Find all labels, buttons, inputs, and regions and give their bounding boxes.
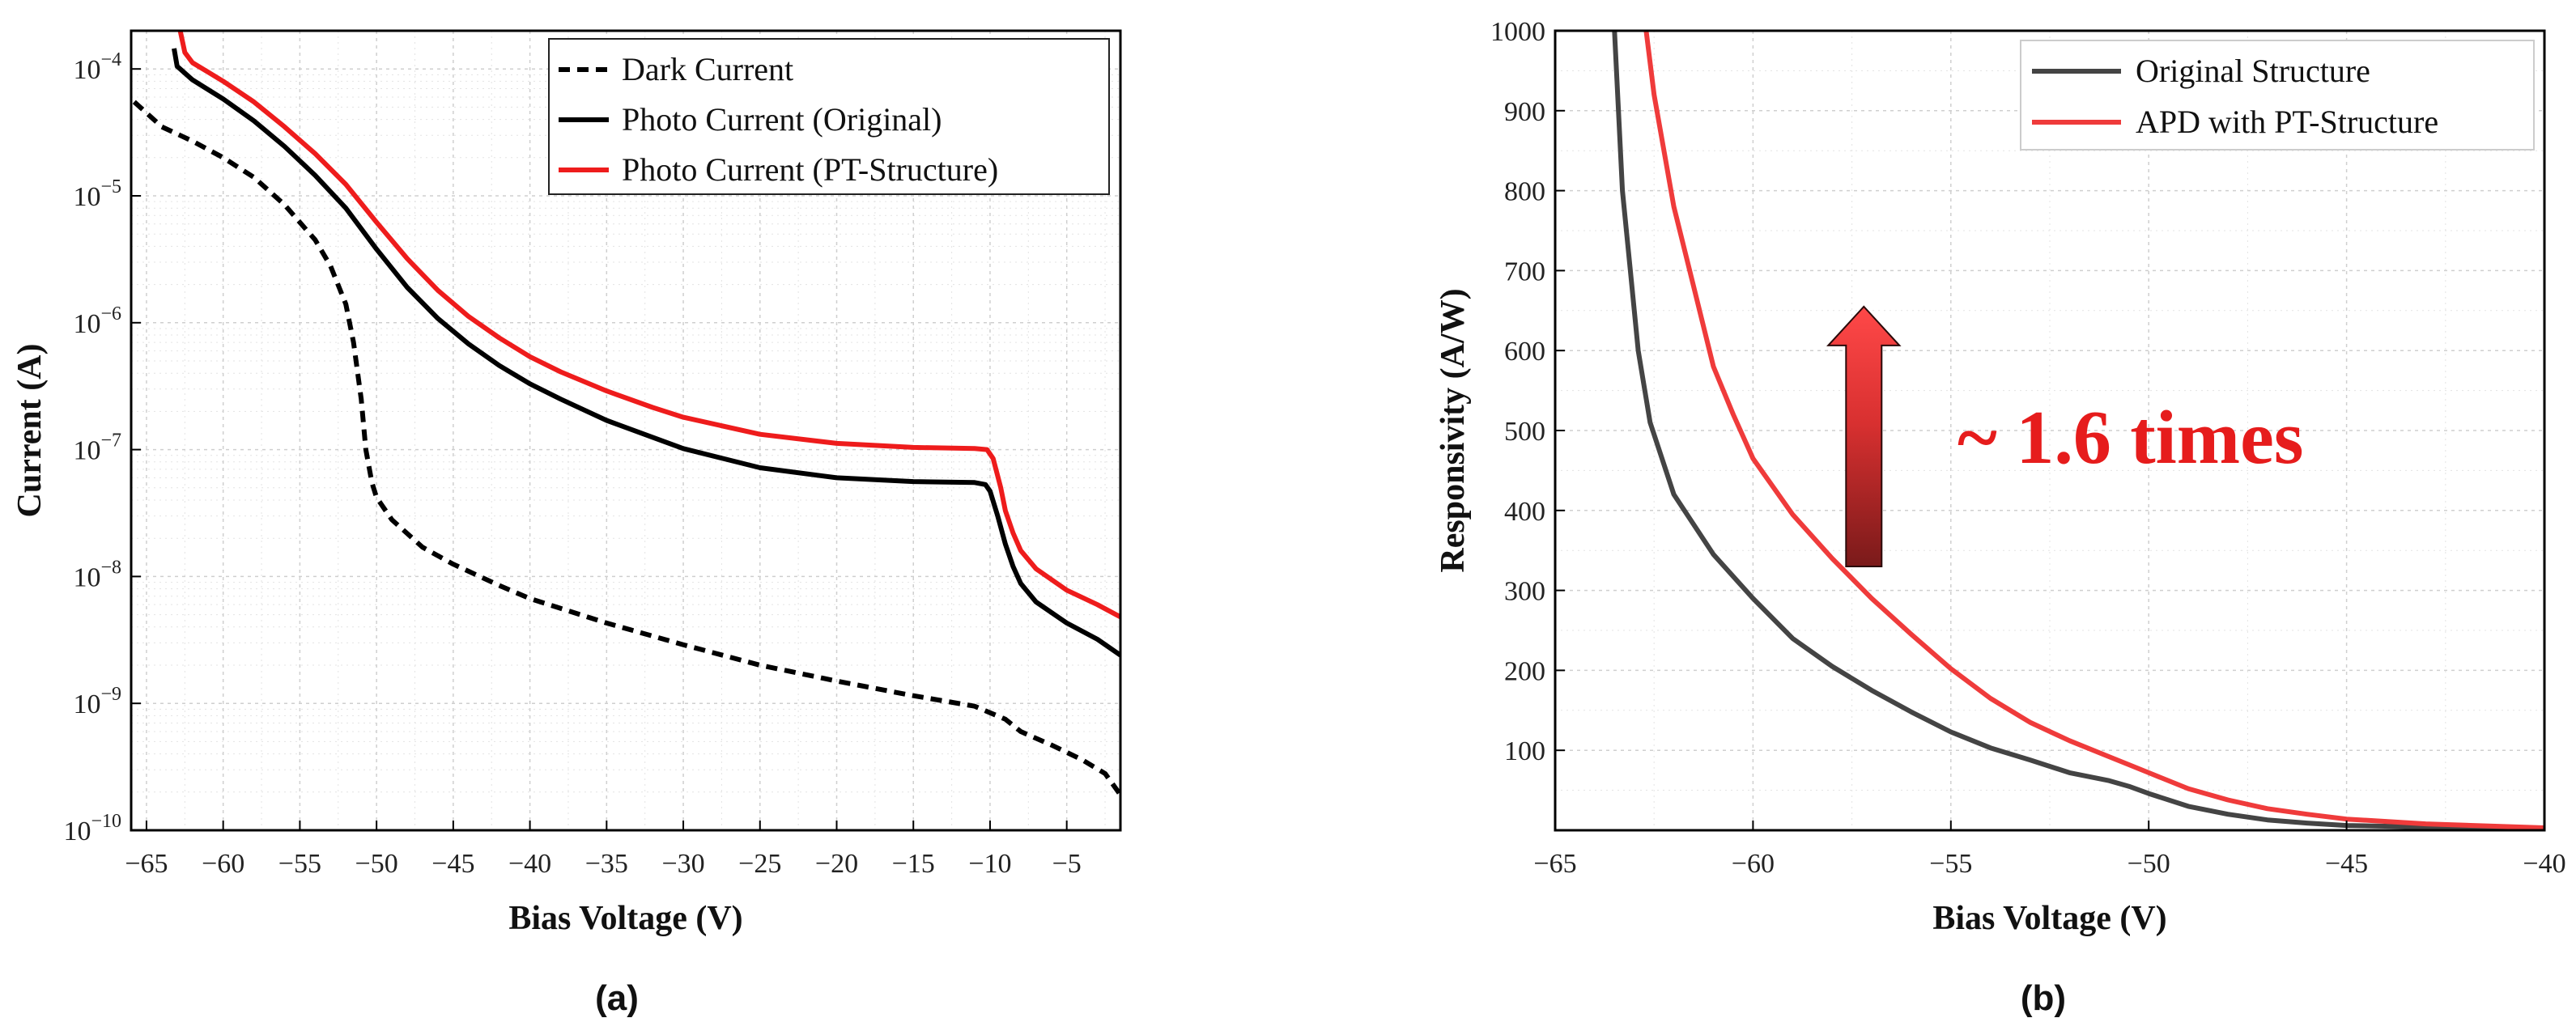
x-tick-label: −35 [585, 849, 628, 879]
legend-label-photo-pt: Photo Current (PT-Structure) [622, 151, 998, 188]
y-tick-label: 200 [1504, 656, 1545, 686]
panel-a-y-axis-label: Current (A) [11, 343, 49, 517]
x-tick-label: −15 [892, 849, 935, 879]
panel-a-frame [130, 29, 1122, 832]
x-tick-label: −60 [202, 849, 244, 879]
panel-a-legend-box [548, 38, 1110, 195]
panel-a-x-axis-label: Bias Voltage (V) [508, 900, 742, 937]
x-tick-label: −25 [738, 849, 781, 879]
panel-b-legend: Original Structure APD with PT-Structure [2020, 40, 2535, 151]
series-line-photo-current-original [172, 48, 1120, 658]
y-tick-label: 10−7 [73, 431, 121, 466]
y-tick-label: 100 [1504, 736, 1545, 766]
x-tick-label: −45 [2325, 849, 2368, 879]
enhancement-annotation-text: ~ 1.6 times [1958, 396, 2303, 480]
legend-label-dark-current: Dark Current [622, 51, 793, 87]
y-tick-label: 500 [1504, 417, 1545, 447]
x-tick-label: −30 [661, 849, 704, 879]
y-tick-label: 700 [1504, 257, 1545, 286]
enhancement-arrow [1826, 305, 1902, 567]
x-tick-label: −40 [2523, 849, 2565, 879]
x-tick-label: −55 [278, 849, 321, 879]
panel-a-ticks: −65 −60 −55 −50 −45 −40 −35 −30 −25 −20 −15 −10 −5 10… [63, 49, 1081, 879]
x-tick-label: −5 [1052, 849, 1082, 879]
panel-a-grid [131, 31, 1120, 831]
y-tick-label: 900 [1504, 97, 1545, 127]
series-line-photo-current-pt-structure [177, 31, 1120, 620]
x-tick-label: −45 [431, 849, 474, 879]
legend-label-photo-original: Photo Current (Original) [622, 101, 942, 138]
x-tick-label: −50 [355, 849, 398, 879]
legend-label-apd-pt: APD with PT-Structure [2136, 104, 2438, 140]
panel-b-legend-box [2020, 40, 2535, 151]
panel-b-responsivity-chart: −65 −60 −55 −50 −45 −40 100 200 300 400 500 600 700 8… [1435, 17, 2566, 1018]
y-tick-label: 10−5 [73, 176, 121, 212]
panel-b-ticks: −65 −60 −55 −50 −45 −40 100 200 300 400 500 600 700 8… [1490, 17, 2566, 879]
series-line-apd-with-pt-structure [1643, 31, 2544, 830]
y-tick-label: 1000 [1490, 17, 1545, 47]
y-tick-label: 10−6 [73, 303, 121, 339]
x-tick-label: −55 [1929, 849, 1972, 879]
panel-b-y-axis-label: Responsivity (A/W) [1435, 288, 1472, 572]
x-tick-label: −60 [1732, 849, 1775, 879]
y-tick-label: 300 [1504, 577, 1545, 607]
panel-a-legend: Dark Current Photo Current (Original) Ph… [548, 38, 1110, 195]
panel-a-label: (a) [595, 978, 639, 1018]
y-tick-label: 600 [1504, 337, 1545, 367]
x-tick-label: −10 [968, 849, 1011, 879]
x-tick-label: −40 [508, 849, 551, 879]
series-line-dark-current [132, 100, 1120, 797]
x-tick-label: −20 [815, 849, 858, 879]
y-tick-label: 10−8 [73, 557, 121, 592]
y-tick-label: 800 [1504, 177, 1545, 207]
x-tick-label: −65 [1533, 849, 1576, 879]
series-line-original-structure [1612, 31, 2544, 830]
panel-a-current-chart: −65 −60 −55 −50 −45 −40 −35 −30 −25 −20 −15 −10 −5 10… [11, 29, 1122, 1018]
panel-a-series [132, 31, 1120, 797]
x-tick-label: −50 [2128, 849, 2170, 879]
y-tick-label: 10−9 [73, 684, 121, 719]
enhancement-annotation: ~ 1.6 times [1826, 305, 2303, 567]
legend-label-original-structure: Original Structure [2136, 53, 2370, 89]
y-tick-label: 10−10 [63, 811, 121, 846]
panel-b-label: (b) [2021, 978, 2066, 1018]
y-tick-label: 400 [1504, 497, 1545, 527]
panel-b-series [1612, 31, 2544, 830]
x-tick-label: −65 [125, 849, 168, 879]
y-tick-label: 10−4 [73, 49, 121, 85]
panel-b-x-axis-label: Bias Voltage (V) [1932, 900, 2166, 937]
